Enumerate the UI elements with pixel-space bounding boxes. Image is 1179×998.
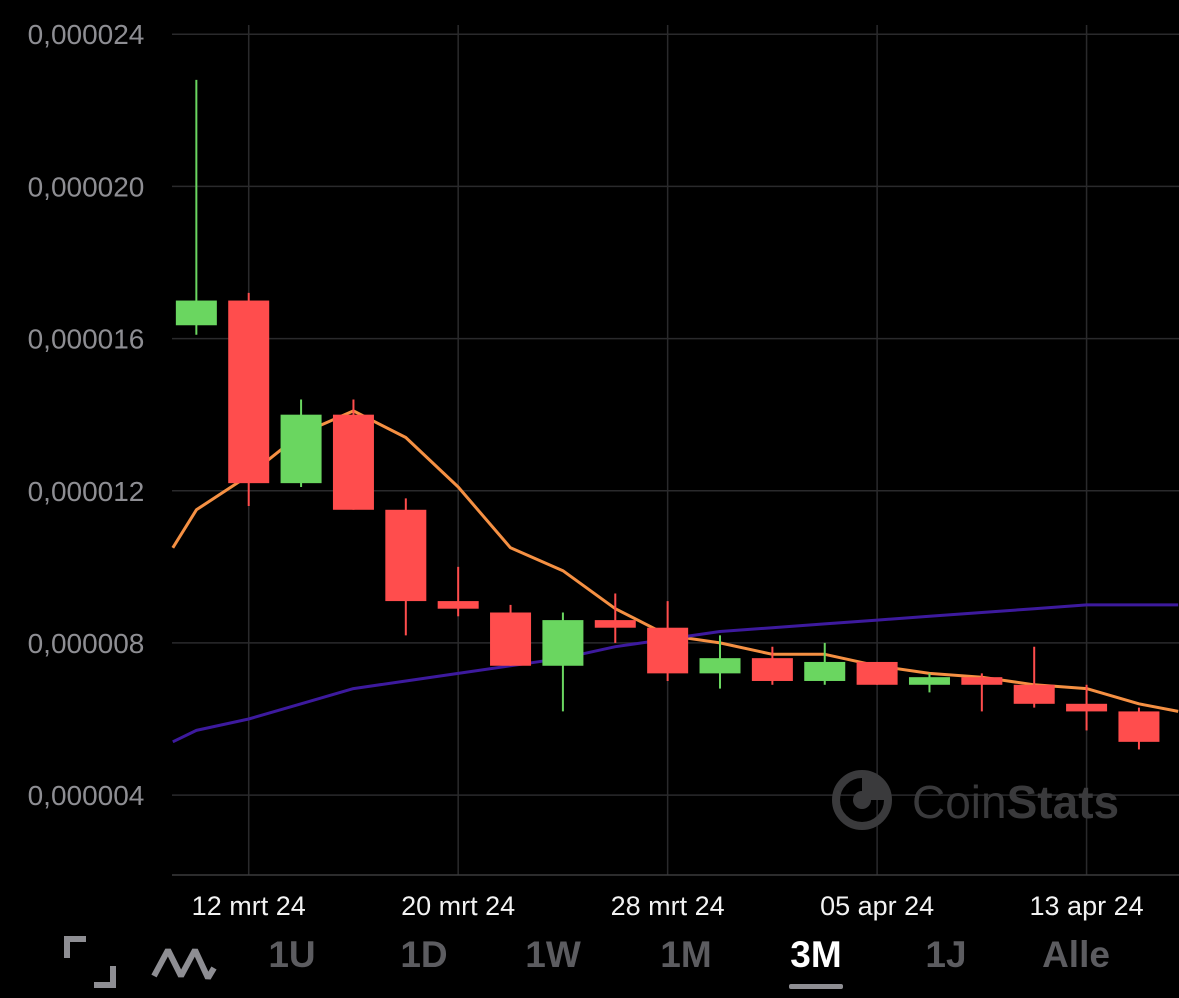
x-tick-label: 05 apr 24 (820, 891, 934, 921)
candle-body (385, 509, 427, 602)
candle[interactable] (908, 673, 950, 693)
line-chart-icon[interactable] (151, 936, 217, 986)
candle-body (280, 414, 322, 484)
range-button-3m[interactable]: 3M (790, 934, 842, 975)
candle-body (1066, 703, 1108, 712)
range-button-1u[interactable]: 1U (268, 934, 316, 975)
candle-body (437, 601, 479, 609)
candle-body (647, 627, 689, 674)
candle[interactable] (804, 642, 846, 685)
active-range-indicator (789, 984, 843, 989)
candle-body (594, 620, 636, 628)
candle[interactable] (280, 399, 322, 487)
expand-icon[interactable] (64, 936, 116, 988)
candle-body (908, 677, 950, 685)
range-button-alle[interactable]: Alle (1042, 934, 1110, 975)
y-tick-label: 0,000008 (28, 628, 145, 659)
x-tick-label: 13 apr 24 (1030, 891, 1144, 921)
y-tick-label: 0,000024 (28, 19, 145, 50)
candle[interactable] (751, 646, 793, 685)
candle[interactable] (594, 593, 636, 643)
y-tick-label: 0,000004 (28, 780, 145, 811)
candle[interactable] (1066, 684, 1108, 731)
candle-body (751, 658, 793, 681)
range-button-1j[interactable]: 1J (925, 934, 967, 975)
y-tick-label: 0,000016 (28, 324, 145, 355)
candle-body (1013, 684, 1055, 704)
candle-body (699, 658, 741, 674)
candle[interactable] (175, 79, 217, 335)
candlestick-chart[interactable]: 0,000024 0,000020 0,000016 0,000012 0,000008… (0, 0, 1179, 930)
candles (175, 79, 1160, 750)
coinstats-logo-icon (832, 770, 892, 830)
candle-body (1118, 711, 1160, 742)
x-tick-label: 12 mrt 24 (192, 891, 306, 921)
candle[interactable] (542, 612, 584, 712)
candle[interactable] (699, 635, 741, 689)
candle-body (490, 612, 532, 666)
candle[interactable] (1013, 646, 1055, 708)
chart-toolbar: 1U 1D 1W 1M 3M 1J Alle (0, 930, 1179, 998)
y-tick-label: 0,000020 (28, 171, 145, 202)
watermark-text: CoinStats (912, 776, 1119, 828)
y-tick-label: 0,000012 (28, 476, 145, 507)
candle[interactable] (961, 673, 1003, 712)
candle[interactable] (332, 399, 374, 510)
candle[interactable] (856, 661, 898, 685)
candle[interactable] (385, 498, 427, 636)
candle[interactable] (437, 566, 479, 617)
candle[interactable] (647, 601, 689, 681)
candle[interactable] (1118, 707, 1160, 750)
candle-body (332, 414, 374, 510)
coinstats-watermark: CoinStats (832, 770, 1119, 830)
range-button-1d[interactable]: 1D (400, 934, 448, 975)
candle-body (175, 300, 217, 326)
grid-lines (172, 25, 1179, 876)
range-button-1w[interactable]: 1W (525, 934, 581, 975)
x-axis-labels: 12 mrt 24 20 mrt 24 28 mrt 24 05 apr 24 13 a… (192, 891, 1144, 921)
x-tick-label: 28 mrt 24 (611, 891, 725, 921)
candle-body (961, 677, 1003, 685)
candle[interactable] (228, 292, 270, 506)
y-axis-labels: 0,000024 0,000020 0,000016 0,000012 0,000008… (28, 19, 145, 811)
range-button-1m[interactable]: 1M (660, 934, 712, 975)
candle-body (228, 300, 270, 484)
candle[interactable] (490, 604, 532, 666)
candle-body (542, 620, 584, 666)
candle-body (804, 661, 846, 681)
x-tick-label: 20 mrt 24 (401, 891, 515, 921)
candle-body (856, 661, 898, 685)
